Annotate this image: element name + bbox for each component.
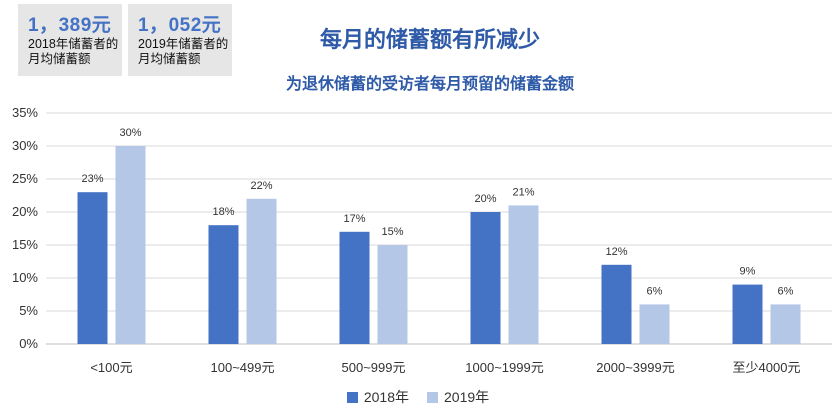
x-tick-label: 1000~1999元 [465,360,543,375]
stat-value-2018: 1，389元 [28,15,112,36]
data-label: 23% [81,173,103,185]
data-label: 12% [605,246,627,258]
y-tick-label: 5% [19,303,38,318]
stat-box-2018: 1，389元 2018年储蓄者的月均储蓄额 [18,4,122,76]
legend-label-2019: 2019年 [444,389,490,405]
data-label: 20% [474,193,496,205]
bar [770,304,801,344]
x-tick-label: 至少4000元 [733,360,801,375]
data-label: 17% [343,213,365,225]
x-tick-label: 500~999元 [342,360,406,375]
chart-title: 每月的储蓄额有所减少 [319,27,540,52]
y-tick-label: 20% [12,204,38,219]
bar [601,264,632,344]
chart-subtitle: 为退休储蓄的受访者每月预留的储蓄金额 [285,76,574,93]
data-label: 22% [250,180,272,192]
y-tick-label: 35% [12,105,38,120]
bar [115,146,146,344]
bar [732,284,763,344]
y-tick-label: 0% [19,336,38,351]
bar [639,304,670,344]
bar [77,192,108,344]
x-tick-label: 2000~3999元 [596,360,674,375]
y-tick-label: 10% [12,270,38,285]
data-label: 30% [119,127,141,139]
y-tick-label: 30% [12,138,38,153]
legend-item-2018: 2018年 [346,387,409,407]
bar [339,231,370,344]
stat-box-2019: 1，052元 2019年储蓄者的月均储蓄额 [128,4,232,76]
bar [377,245,408,344]
data-label: 6% [647,285,663,297]
data-label: 9% [740,266,756,278]
stat-label-2018: 2018年储蓄者的月均储蓄额 [28,37,119,66]
legend-item-2019: 2019年 [427,387,489,407]
data-label: 18% [212,206,234,218]
y-tick-label: 15% [12,237,38,252]
legend-swatch-2019 [427,391,438,403]
bar [470,212,501,344]
data-label: 6% [778,285,794,297]
bar [246,198,277,344]
x-tick-label: 100~499元 [211,360,275,375]
bar [208,225,239,344]
x-tick-label: <100元 [90,360,132,375]
chart-legend: 2018年 2019年 [0,387,836,407]
stat-value-2019: 1，052元 [138,15,222,36]
data-label: 21% [512,186,534,198]
y-tick-label: 25% [12,171,38,186]
data-label: 15% [381,226,403,238]
stat-label-2019: 2019年储蓄者的月均储蓄额 [138,37,229,66]
bar [508,205,539,344]
legend-label-2018: 2018年 [363,389,409,405]
legend-swatch-2018 [346,391,358,403]
